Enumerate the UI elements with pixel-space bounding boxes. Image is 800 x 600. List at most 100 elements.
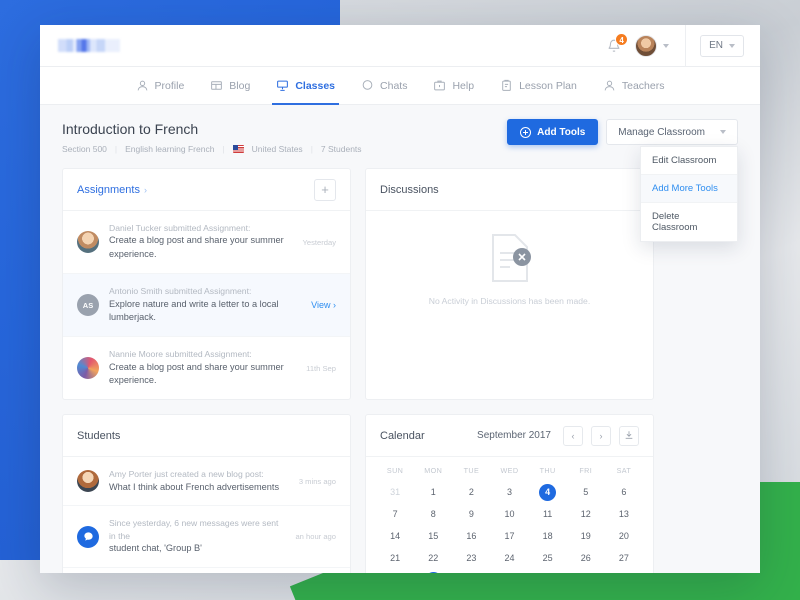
nav-item-help[interactable]: Help (433, 67, 474, 105)
assignments-title[interactable]: Assignments › (77, 183, 147, 196)
calendar-day[interactable]: 5 (583, 487, 589, 498)
calendar-day[interactable]: 29 (414, 569, 452, 573)
calendar-next-button[interactable]: › (591, 425, 611, 446)
chat-bubble-icon (77, 525, 99, 548)
view-assignment-link[interactable]: View › (311, 300, 336, 311)
calendar-day[interactable]: 11 (542, 509, 553, 520)
calendar-day[interactable]: 3 (506, 487, 512, 498)
calendar-day[interactable]: 24 (504, 553, 515, 564)
weekday: FRI (579, 466, 593, 476)
calendar-day[interactable]: 30 (452, 569, 490, 573)
calendar-day[interactable]: 19 (580, 531, 591, 542)
assignment-row[interactable]: Daniel Tucker submitted Assignment: Crea… (63, 211, 350, 275)
meta-students: 7 Students (320, 144, 362, 154)
add-tools-button[interactable]: Add Tools (507, 119, 599, 145)
weekday: TUE (463, 466, 480, 476)
top-bar-right: 4 EN (607, 25, 760, 67)
calendar-day[interactable]: 12 (580, 509, 591, 520)
calendar-day[interactable]: 9 (468, 509, 474, 520)
discussions-empty-text: No Activity in Discussions has been made… (428, 295, 591, 306)
calendar-month-label: September 2017 (477, 430, 551, 442)
menu-item-add-more-tools[interactable]: Add More Tools (641, 175, 737, 203)
card-header: Discussions (366, 169, 653, 211)
divider: | (114, 144, 118, 154)
calendar-day[interactable]: 7 (392, 509, 398, 520)
chat-bubble-icon (83, 532, 93, 541)
user-icon (137, 80, 147, 91)
calendar-day[interactable]: 4 (605, 569, 643, 573)
calendar-day[interactable]: 13 (618, 509, 629, 520)
nav-item-blog[interactable]: Blog (210, 67, 250, 105)
calendar-day[interactable]: 25 (542, 553, 553, 564)
calendar-prev-button[interactable]: ‹ (563, 425, 583, 446)
calendar-day[interactable]: 8 (430, 509, 436, 520)
manage-classroom-button[interactable]: Manage Classroom (606, 119, 738, 145)
nav-item-chats[interactable]: Chats (361, 67, 407, 105)
activity-text: Amy Porter just created a new blog post:… (109, 468, 289, 494)
language-label: EN (709, 40, 723, 51)
calendar-day[interactable]: 2 (529, 569, 567, 573)
calendar-day[interactable]: 26 (580, 553, 591, 564)
manage-classroom-label: Manage Classroom (618, 126, 705, 138)
assignment-body: Create a blog post and share your summer… (109, 235, 284, 260)
calendar-day[interactable]: 3 (567, 569, 605, 573)
calendar-day[interactable]: 28 (376, 569, 414, 573)
nav-label: Teachers (621, 79, 665, 92)
calendar-day[interactable]: 20 (618, 531, 629, 542)
student-activity-row[interactable]: Since yesterday, 6 new messages were sen… (63, 506, 350, 569)
avatar (77, 470, 99, 493)
calendar-day[interactable]: 1 (430, 487, 436, 498)
calendar-day-selected: 4 (539, 483, 557, 501)
nav-item-lesson-plan[interactable]: Lesson Plan (500, 67, 577, 105)
divider: | (222, 144, 225, 154)
students-title: Students (77, 429, 121, 442)
students-card: Students Amy Porter just created a new b… (62, 414, 351, 573)
divider: | (310, 144, 313, 154)
chevron-right-icon: › (143, 184, 147, 195)
calendar-day[interactable]: 18 (542, 531, 553, 542)
weekday: SAT (616, 466, 632, 476)
nav-item-teachers[interactable]: Teachers (603, 67, 665, 105)
avatar[interactable] (635, 34, 658, 57)
page-meta: Section 500 | English learning French | … (62, 144, 738, 154)
calendar-day[interactable]: 22 (428, 553, 439, 564)
assignment-row[interactable]: Nannie Moore submitted Assignment: Creat… (63, 337, 350, 399)
activity-time: an hour ago (295, 532, 336, 542)
calendar-day[interactable]: 16 (466, 531, 477, 542)
app-logo[interactable] (58, 39, 120, 52)
calendar-day[interactable]: 15 (428, 531, 439, 542)
calendar-day[interactable]: 4 (529, 481, 567, 503)
assignment-body: Explore nature and write a letter to a l… (109, 298, 279, 323)
calendar-day[interactable]: 14 (390, 531, 401, 542)
calendar-header: Calendar September 2017 ‹ › (366, 415, 653, 458)
nav-item-classes[interactable]: Classes (272, 67, 339, 105)
calendar-download-button[interactable] (619, 425, 639, 446)
add-assignment-button[interactable]: + (314, 178, 336, 201)
assignment-text: Nannie Moore submitted Assignment: Creat… (109, 348, 296, 388)
calendar-day[interactable]: 17 (504, 531, 515, 542)
assignment-author: Nannie Moore submitted Assignment: (109, 349, 252, 360)
assignment-row[interactable]: AS Antonio Smith submitted Assignment: E… (63, 274, 350, 338)
calendar-day[interactable]: 21 (390, 553, 401, 564)
nav-label: Blog (229, 79, 251, 92)
calendar-day[interactable]: 2 (468, 487, 474, 498)
language-selector[interactable]: EN (700, 34, 744, 57)
manage-classroom-dropdown: Edit Classroom Add More Tools Delete Cla… (640, 146, 738, 242)
student-activity-row[interactable]: Student Oscar Jackson, requested feedbac… (63, 568, 350, 573)
notifications-button[interactable]: 4 (607, 32, 629, 53)
calendar-day[interactable]: 1 (490, 569, 528, 573)
cards-grid: Assignments › + Daniel Tucker submitted A… (62, 168, 738, 573)
weekday: THU (539, 466, 556, 476)
calendar-day[interactable]: 6 (621, 487, 627, 498)
menu-item-edit-classroom[interactable]: Edit Classroom (641, 147, 737, 175)
nav-item-profile[interactable]: Profile (136, 67, 184, 105)
menu-item-delete-classroom[interactable]: Delete Classroom (652, 211, 698, 233)
calendar-day[interactable]: 10 (504, 509, 515, 520)
calendar-day[interactable]: 27 (618, 553, 629, 564)
student-activity-row[interactable]: Amy Porter just created a new blog post:… (63, 457, 350, 507)
main-nav: Profile Blog Classes Chats (40, 67, 760, 105)
calendar-day[interactable]: 23 (466, 553, 477, 564)
avatar (77, 231, 99, 254)
chevron-down-icon[interactable] (663, 43, 670, 48)
calendar-day[interactable]: 31 (390, 487, 401, 498)
